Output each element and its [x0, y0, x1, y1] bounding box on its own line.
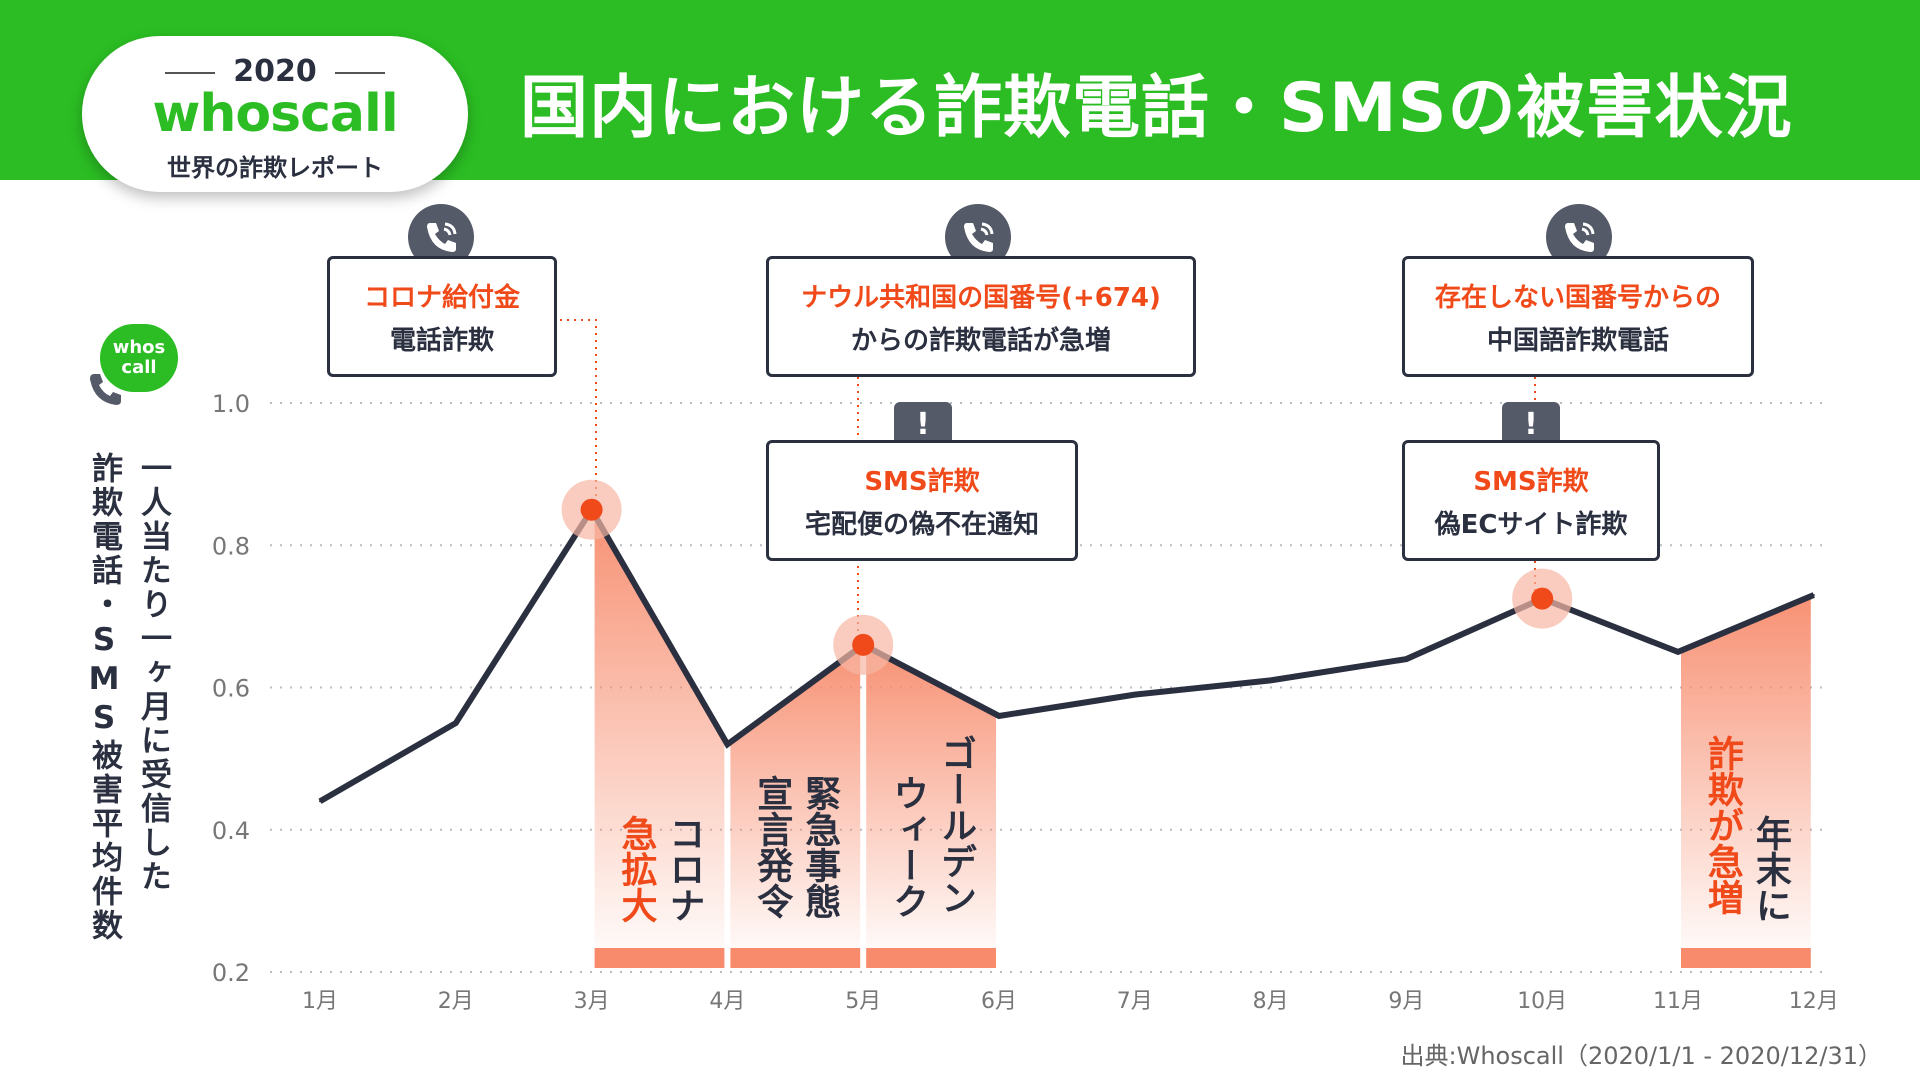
callout-text: 偽ECサイト詐欺: [1434, 510, 1628, 540]
x-tick-label: 5月: [845, 989, 881, 1014]
x-tick-label: 10月: [1517, 989, 1567, 1014]
callout-highlight: SMS詐欺: [1473, 467, 1589, 497]
callout-highlight: 存在しない国番号からの: [1434, 283, 1721, 313]
report-badge: 2020 whoscall 世界の詐欺レポート: [82, 36, 468, 192]
y-tick-label: 0.6: [212, 675, 250, 703]
y-axis-title-line2: 詐欺電話・SMS被害平均件数: [86, 452, 122, 943]
x-tick-label: 7月: [1117, 989, 1153, 1014]
x-tick-label: 11月: [1653, 989, 1703, 1014]
phone-icon-logo: [90, 374, 121, 405]
whoscall-logo: whos call: [100, 324, 178, 392]
annotation-text: ウィーク: [887, 775, 929, 919]
data-point: [726, 743, 729, 746]
data-point: [1812, 594, 1815, 597]
data-point: [1677, 650, 1679, 653]
annotation-text: コロナ: [663, 815, 705, 923]
x-tick-label: 12月: [1789, 989, 1839, 1014]
data-point: [1269, 679, 1272, 682]
data-point: [454, 722, 457, 725]
callout-sms-delivery: SMS詐欺 宅配便の偽不在通知: [766, 440, 1078, 561]
x-tick-label: 2月: [438, 989, 474, 1014]
y-tick-label: 0.8: [212, 532, 250, 560]
annotation-text: ゴールデン: [935, 735, 977, 915]
highlight-band: [1681, 595, 1811, 948]
annotation-text: 詐欺が急増: [1701, 735, 1743, 915]
band-base: [594, 948, 725, 968]
data-point: [852, 633, 875, 656]
source-note: 出典:Whoscall（2020/1/1 - 2020/12/31）: [1400, 1042, 1883, 1070]
band-base: [866, 948, 996, 968]
callout-nonexistent-code: 存在しない国番号からの 中国語詐欺電話: [1402, 256, 1754, 377]
highlight-band: [866, 644, 996, 948]
highlight-band: [594, 509, 725, 948]
x-tick-label: 8月: [1253, 989, 1289, 1014]
callout-text: からの詐欺電話が急増: [850, 326, 1111, 356]
callout-covid-benefit: コロナ給付金 電話詐欺: [327, 256, 557, 377]
badge-subtitle: 世界の詐欺レポート: [167, 154, 383, 182]
callout-nauru: ナウル共和国の国番号(+674) からの詐欺電話が急増: [766, 256, 1196, 377]
callout-sms-ec: SMS詐欺 偽ECサイト詐欺: [1402, 440, 1660, 561]
y-axis-title-line1: 一人当たり一ヶ月に受信した: [135, 452, 171, 894]
badge-year: 2020: [82, 54, 468, 89]
page-title: 国内における詐欺電話・SMSの被害状況: [520, 69, 1793, 148]
callout-highlight: ナウル共和国の国番号(+674): [801, 283, 1161, 313]
callout-text: 宅配便の偽不在通知: [804, 510, 1039, 540]
y-tick-label: 0.2: [212, 959, 250, 987]
data-point: [580, 498, 603, 521]
y-tick-label: 1.0: [212, 390, 250, 418]
callout-text: 中国語詐欺電話: [1486, 326, 1669, 356]
annotation-text: 急拡大: [615, 815, 657, 923]
callout-highlight: コロナ給付金: [363, 283, 520, 313]
logo-line2: call: [121, 357, 157, 378]
x-tick-label: 9月: [1388, 989, 1424, 1014]
annotation-text: 年末に: [1749, 815, 1791, 923]
data-point: [1405, 658, 1408, 661]
band-base: [1681, 948, 1811, 968]
data-point: [319, 800, 321, 803]
badge-brand: whoscall: [152, 84, 398, 144]
data-point: [1133, 693, 1136, 696]
data-point: [1531, 587, 1554, 610]
x-tick-label: 4月: [709, 989, 745, 1014]
data-point: [998, 714, 1000, 717]
guide-line: [560, 319, 597, 510]
x-tick-label: 6月: [981, 989, 1017, 1014]
y-tick-label: 0.4: [212, 817, 250, 845]
logo-line1: whos: [112, 337, 166, 358]
annotation-text: 緊急事態: [799, 775, 841, 919]
callout-text: 電話詐欺: [389, 326, 494, 356]
x-tick-label: 3月: [574, 989, 610, 1014]
callout-highlight: SMS詐欺: [864, 467, 980, 497]
annotation-text: 宣言発令: [751, 775, 793, 919]
x-tick-label: 1月: [302, 989, 338, 1014]
band-base: [730, 948, 861, 968]
